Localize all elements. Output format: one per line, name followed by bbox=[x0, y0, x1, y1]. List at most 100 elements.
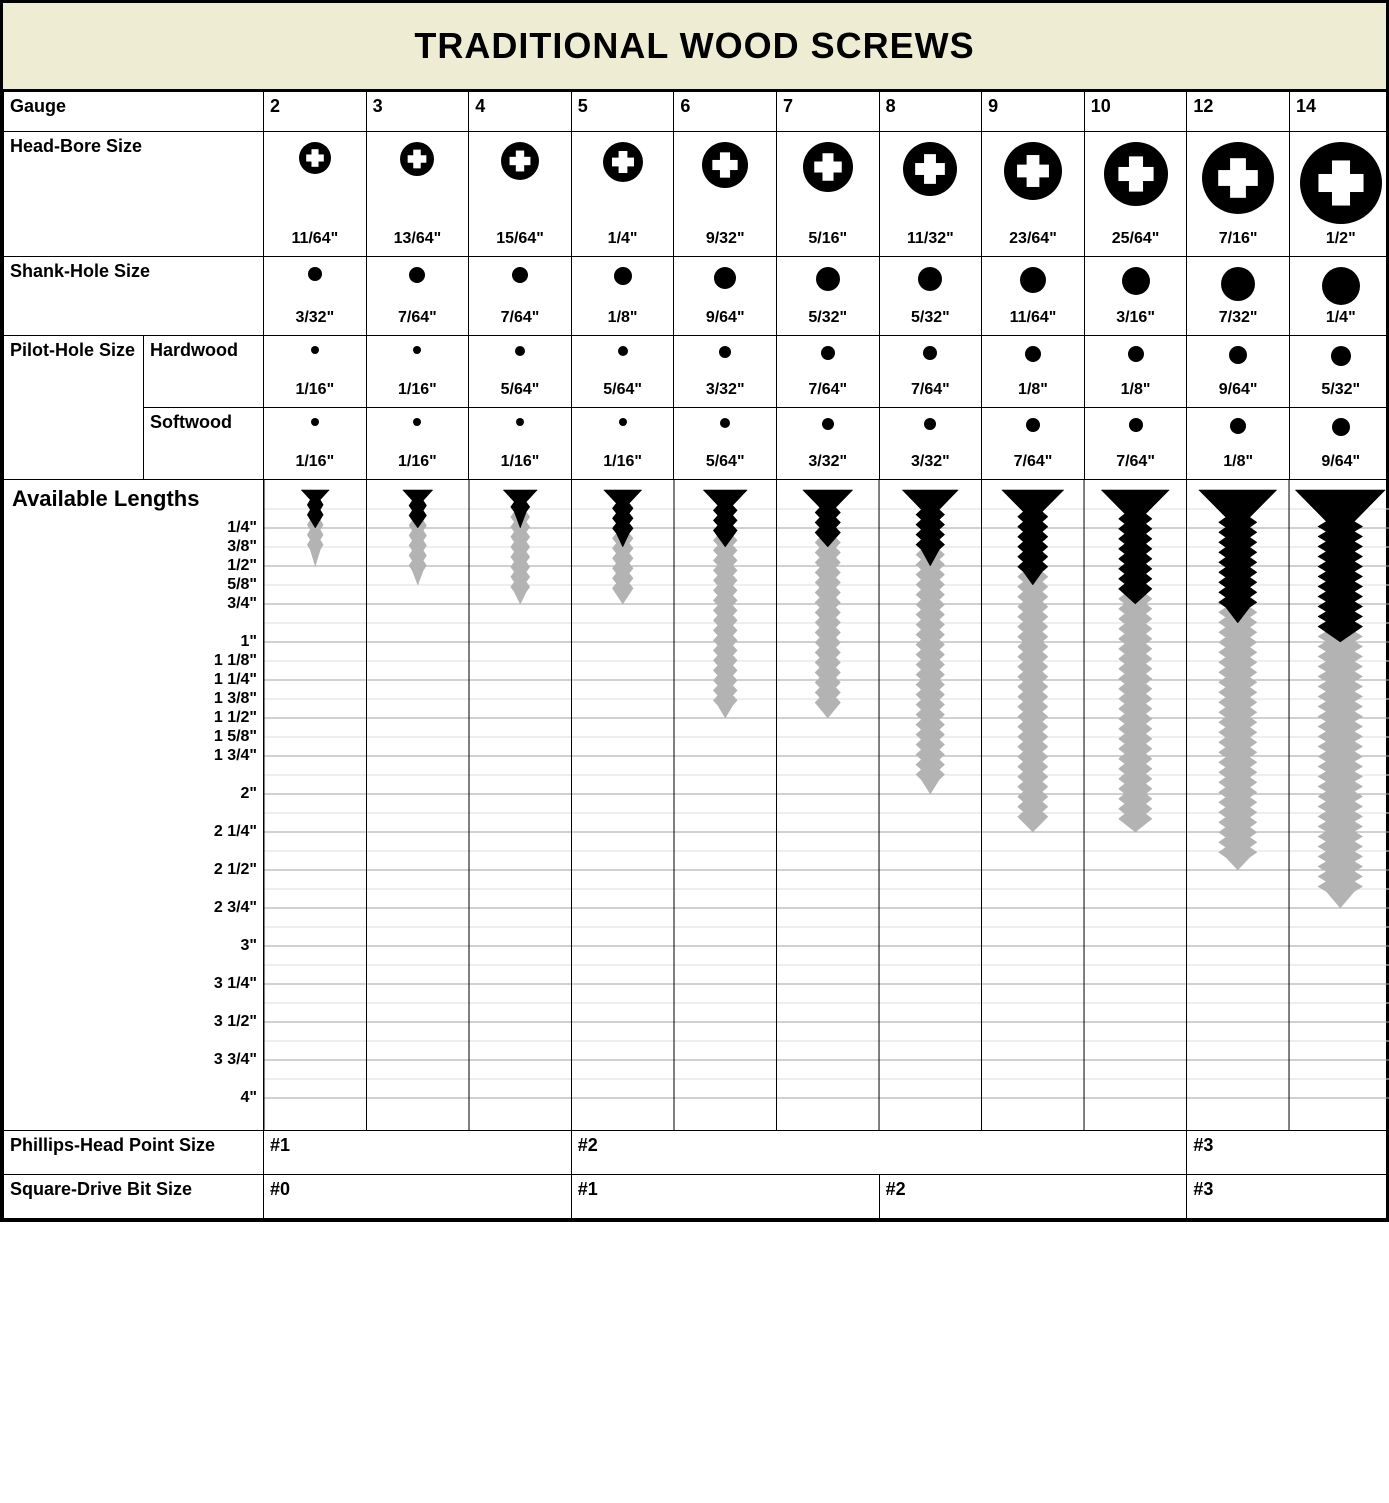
pilot-hardwood-value: 1/8" bbox=[1018, 381, 1048, 403]
head-bore-cell: 25/64" bbox=[1084, 132, 1187, 257]
dot-icon bbox=[619, 418, 627, 426]
length-tick-label: 1 3/8" bbox=[214, 690, 257, 708]
length-tick-label: 2 1/4" bbox=[214, 823, 257, 841]
shank-hole-cell: 11/64" bbox=[982, 257, 1085, 336]
shank-hole-value: 1/8" bbox=[608, 309, 638, 331]
pilot-hardwood-cell: 7/64" bbox=[776, 336, 879, 408]
length-tick-label: 3 3/4" bbox=[214, 1051, 257, 1069]
dot-icon bbox=[512, 267, 528, 283]
pilot-softwood-cell: 3/32" bbox=[879, 408, 982, 480]
pilot-hardwood-cell: 5/32" bbox=[1289, 336, 1389, 408]
shank-hole-value: 1/4" bbox=[1326, 309, 1356, 331]
pilot-softwood-value: 7/64" bbox=[1014, 453, 1053, 475]
head-bore-value: 11/64" bbox=[291, 230, 338, 252]
phillips-label: Phillips-Head Point Size bbox=[4, 1131, 264, 1175]
pilot-softwood-value: 5/64" bbox=[706, 453, 745, 475]
dot-icon bbox=[1122, 267, 1150, 295]
dot-icon bbox=[923, 346, 937, 360]
length-tick-label: 1 1/4" bbox=[214, 671, 257, 689]
pilot-hole-label: Pilot-Hole Size bbox=[4, 336, 144, 480]
length-tick-label: 3" bbox=[241, 937, 257, 955]
dot-icon bbox=[413, 346, 421, 354]
available-lengths-chart bbox=[264, 480, 1389, 1131]
dot-icon bbox=[1128, 346, 1144, 362]
dot-icon bbox=[1331, 346, 1351, 366]
shank-hole-cell: 1/4" bbox=[1289, 257, 1389, 336]
length-tick-label: 2 3/4" bbox=[214, 899, 257, 917]
pilot-hardwood-value: 1/8" bbox=[1121, 381, 1151, 403]
dot-icon bbox=[816, 267, 840, 291]
dot-icon bbox=[1129, 418, 1143, 432]
pilot-hardwood-cell: 1/16" bbox=[366, 336, 469, 408]
length-tick-label: 3/8" bbox=[227, 538, 257, 556]
head-bore-value: 13/64" bbox=[394, 230, 442, 252]
pilot-softwood-cell: 1/8" bbox=[1187, 408, 1290, 480]
length-tick-label: 3 1/2" bbox=[214, 1013, 257, 1031]
shank-hole-cell: 7/64" bbox=[469, 257, 572, 336]
phillips-head-icon bbox=[903, 142, 957, 196]
head-bore-value: 1/4" bbox=[608, 230, 638, 252]
gauge-value: 8 bbox=[879, 92, 982, 132]
length-tick-label: 1/2" bbox=[227, 557, 257, 575]
dot-icon bbox=[618, 346, 628, 356]
available-lengths-label-cell: Available Lengths 1/4"3/8"1/2"5/8"3/4"1"… bbox=[4, 480, 264, 1131]
square-drive-value: #1 bbox=[571, 1175, 879, 1219]
pilot-softwood-value: 7/64" bbox=[1116, 453, 1155, 475]
pilot-softwood-value: 1/8" bbox=[1223, 453, 1253, 475]
head-bore-cell: 11/64" bbox=[264, 132, 367, 257]
phillips-head-icon bbox=[1004, 142, 1062, 200]
shank-hole-value: 3/16" bbox=[1116, 309, 1155, 331]
pilot-hardwood-cell: 1/8" bbox=[982, 336, 1085, 408]
gauge-value: 9 bbox=[982, 92, 1085, 132]
shank-hole-cell: 3/16" bbox=[1084, 257, 1187, 336]
pilot-hardwood-value: 5/64" bbox=[603, 381, 642, 403]
pilot-hardwood-cell: 7/64" bbox=[879, 336, 982, 408]
pilot-softwood-cell: 7/64" bbox=[982, 408, 1085, 480]
dot-icon bbox=[714, 267, 736, 289]
length-tick-label: 1/4" bbox=[227, 519, 257, 537]
pilot-softwood-value: 1/16" bbox=[603, 453, 642, 475]
shank-hole-label: Shank-Hole Size bbox=[4, 257, 264, 336]
page-title: TRADITIONAL WOOD SCREWS bbox=[3, 3, 1386, 91]
dot-icon bbox=[1230, 418, 1246, 434]
shank-hole-value: 11/64" bbox=[1010, 309, 1057, 331]
shank-hole-cell: 3/32" bbox=[264, 257, 367, 336]
head-bore-value: 11/32" bbox=[907, 230, 954, 252]
head-bore-value: 15/64" bbox=[496, 230, 544, 252]
dot-icon bbox=[719, 346, 731, 358]
length-tick-label: 1 1/8" bbox=[214, 652, 257, 670]
dot-icon bbox=[918, 267, 942, 291]
phillips-head-icon bbox=[501, 142, 539, 180]
pilot-hardwood-value: 9/64" bbox=[1219, 381, 1258, 403]
gauge-value: 7 bbox=[776, 92, 879, 132]
shank-hole-value: 3/32" bbox=[295, 309, 334, 331]
head-bore-cell: 13/64" bbox=[366, 132, 469, 257]
dot-icon bbox=[821, 346, 835, 360]
length-tick-label: 3/4" bbox=[227, 595, 257, 613]
shank-hole-value: 7/32" bbox=[1219, 309, 1258, 331]
phillips-head-icon bbox=[1104, 142, 1168, 206]
dot-icon bbox=[924, 418, 936, 430]
screw-table: Gauge 23456789101214 Head-Bore Size 11/6… bbox=[3, 91, 1389, 1219]
dot-icon bbox=[822, 418, 834, 430]
shank-hole-cell: 7/32" bbox=[1187, 257, 1290, 336]
dot-icon bbox=[1025, 346, 1041, 362]
shank-hole-cell: 7/64" bbox=[366, 257, 469, 336]
dot-icon bbox=[308, 267, 322, 281]
pilot-hardwood-value: 3/32" bbox=[706, 381, 745, 403]
dot-icon bbox=[1332, 418, 1350, 436]
length-tick-label: 2" bbox=[241, 785, 257, 803]
dot-icon bbox=[311, 418, 319, 426]
pilot-hardwood-cell: 5/64" bbox=[571, 336, 674, 408]
square-drive-value: #2 bbox=[879, 1175, 1187, 1219]
pilot-hardwood-value: 7/64" bbox=[808, 381, 847, 403]
dot-icon bbox=[1026, 418, 1040, 432]
pilot-hardwood-value: 5/32" bbox=[1321, 381, 1360, 403]
phillips-head-icon bbox=[702, 142, 748, 188]
head-bore-cell: 9/32" bbox=[674, 132, 777, 257]
head-bore-label: Head-Bore Size bbox=[4, 132, 264, 257]
pilot-softwood-cell: 7/64" bbox=[1084, 408, 1187, 480]
head-bore-value: 25/64" bbox=[1112, 230, 1160, 252]
dot-icon bbox=[1020, 267, 1046, 293]
head-bore-cell: 1/2" bbox=[1289, 132, 1389, 257]
